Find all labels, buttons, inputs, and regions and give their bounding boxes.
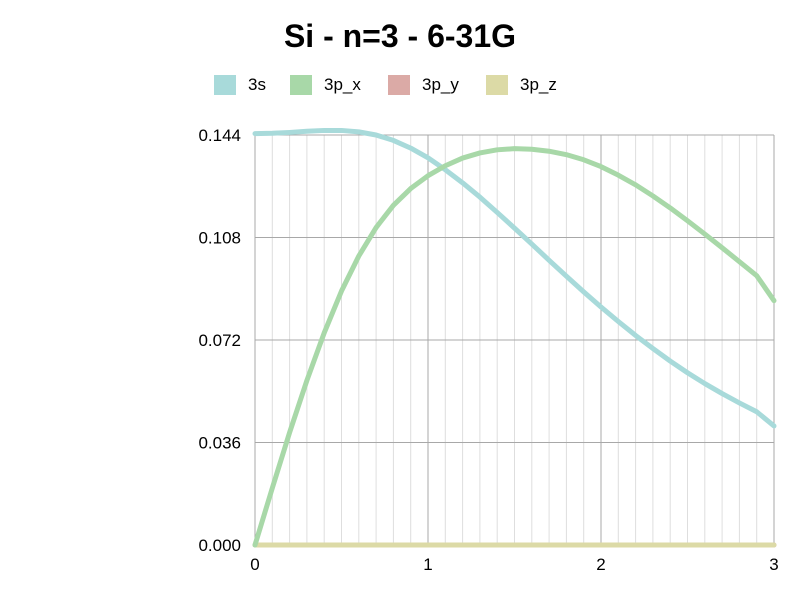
x-tick-label: 2: [596, 555, 605, 574]
legend-label: 3p_x: [324, 75, 361, 94]
y-tick-label: 0.144: [198, 126, 241, 145]
y-tick-label: 0.108: [198, 229, 241, 248]
legend-swatch: [486, 75, 508, 95]
y-axis-ticks: 0.000 0.036 0.072 0.108 0.144: [198, 126, 241, 555]
x-tick-label: 3: [769, 555, 778, 574]
grid-major-lines: [254, 134, 775, 546]
legend-swatch: [214, 75, 236, 95]
x-tick-label: 1: [423, 555, 432, 574]
legend-label: 3s: [248, 75, 266, 94]
x-tick-label: 0: [250, 555, 259, 574]
y-tick-label: 0.036: [198, 434, 241, 453]
y-tick-label: 0.000: [198, 536, 241, 555]
x-axis-ticks: 0 1 2 3: [250, 555, 778, 574]
legend-label: 3p_z: [520, 75, 557, 94]
series-line-3p-x: [252, 146, 777, 548]
legend-swatch: [290, 75, 312, 95]
y-tick-label: 0.072: [198, 331, 241, 350]
series-lines: [252, 127, 777, 548]
legend-swatch: [388, 75, 410, 95]
legend-label: 3p_y: [422, 75, 459, 94]
legend: 3s 3p_x 3p_y 3p_z: [214, 75, 557, 95]
chart-title: Si - n=3 - 6-31G: [284, 18, 516, 54]
series-line-3s: [252, 127, 777, 429]
